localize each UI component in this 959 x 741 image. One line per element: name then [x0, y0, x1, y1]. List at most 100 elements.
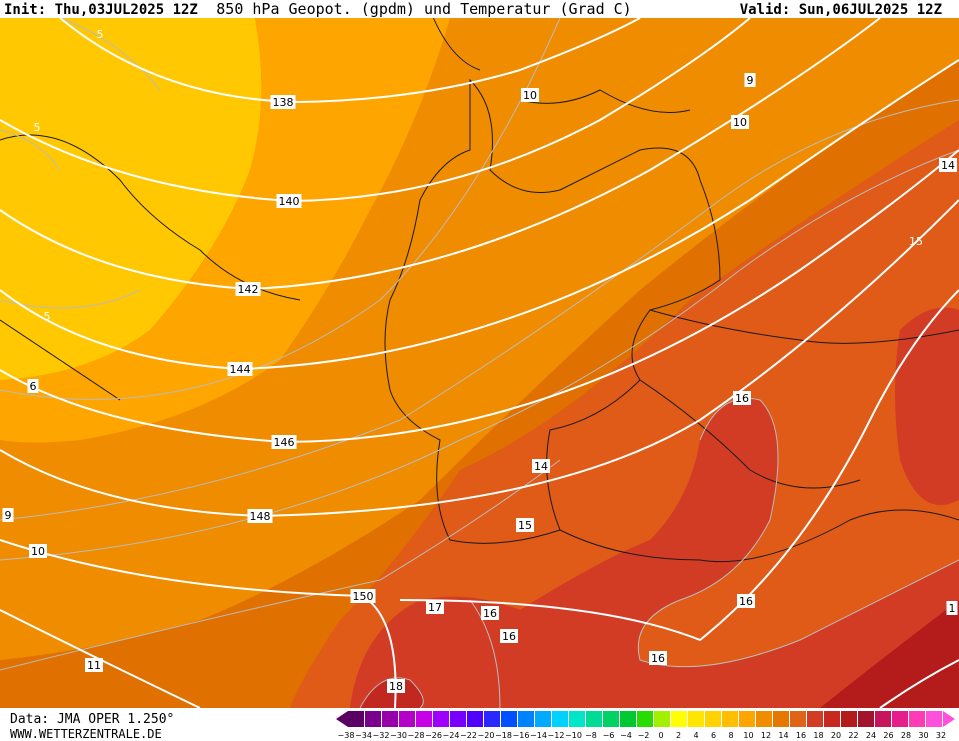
label-box [939, 158, 957, 172]
label-box [350, 589, 376, 603]
legend-swatch [773, 711, 789, 727]
legend-label: 2 [676, 731, 681, 740]
legend-label: 8 [728, 731, 733, 740]
legend-swatch [399, 711, 415, 727]
legend-label: −12 [548, 731, 565, 740]
legend-swatch [790, 711, 806, 727]
site-url: WWW.WETTERZENTRALE.DE [10, 727, 162, 741]
contour-label: 10 [523, 89, 537, 102]
label-box [532, 459, 550, 473]
contour-label: 16 [735, 392, 749, 405]
label-box [481, 606, 499, 620]
label-box [235, 282, 261, 296]
contour-label: 16 [651, 652, 665, 665]
legend-swatch [348, 711, 364, 727]
contour-label: 5 [44, 310, 51, 323]
label-box [27, 379, 39, 393]
legend-swatch [552, 711, 568, 727]
valid-time: Valid: Sun,06JUL2025 12Z [740, 2, 942, 18]
label-box [733, 391, 751, 405]
legend-swatch [433, 711, 449, 727]
legend-label: −28 [408, 731, 425, 740]
legend-swatch [926, 711, 942, 727]
contour-labels: 138 140 142 144 146 148 150 5 5 5 6 9 10 10 9 10 11 14 15 1… [2, 28, 958, 693]
legend-swatch [858, 711, 874, 727]
contour-label: 150 [353, 590, 374, 603]
legend-swatch [722, 711, 738, 727]
legend-label: −24 [443, 731, 460, 740]
legend-label: 30 [918, 731, 928, 740]
legend-label: 24 [866, 731, 876, 740]
legend-swatch [892, 711, 908, 727]
legend-label: −18 [495, 731, 512, 740]
contour-label: 10 [31, 545, 45, 558]
legend-label: 20 [831, 731, 841, 740]
color-legend: −38 −34 −32 −30 −28 −26 −24 −22 −20 −18 −16 −14 −12−… [336, 711, 955, 740]
legend-swatch [569, 711, 585, 727]
legend-swatch [671, 711, 687, 727]
legend-label: −22 [460, 731, 477, 740]
label-box [271, 435, 297, 449]
legend-swatch [450, 711, 466, 727]
legend-label: −16 [513, 731, 530, 740]
legend-swatch [875, 711, 891, 727]
legend-label: 32 [936, 731, 946, 740]
legend-swatch [620, 711, 636, 727]
contour-label: 138 [273, 96, 294, 109]
legend-swatch [603, 711, 619, 727]
isotherms [0, 17, 959, 709]
legend-label: −4 [620, 731, 632, 740]
legend-label: −2 [638, 731, 650, 740]
legend-label: −10 [565, 731, 582, 740]
legend-swatch [824, 711, 840, 727]
label-box [521, 88, 539, 102]
map-title: 850 hPa Geopot. (gpdm) und Temperatur (G… [216, 0, 631, 18]
contour-label: 6 [30, 380, 37, 393]
legend-arrow-right [943, 711, 955, 727]
legend-swatch [382, 711, 398, 727]
contour-label: 16 [502, 630, 516, 643]
legend-swatch [705, 711, 721, 727]
legend-label: 10 [743, 731, 753, 740]
contour-label: 14 [941, 159, 955, 172]
label-box [247, 509, 273, 523]
temperature-fill [0, 18, 959, 708]
header-bar [0, 0, 959, 18]
contour-label: 10 [733, 116, 747, 129]
legend-swatch [637, 711, 653, 727]
legend-swatch [807, 711, 823, 727]
data-source: Data: JMA OPER 1.250° [10, 712, 174, 727]
legend-label: 26 [883, 731, 893, 740]
label-box [85, 658, 103, 672]
contour-label: 140 [279, 195, 300, 208]
contour-label: 17 [428, 601, 442, 614]
legend-label: 12 [761, 731, 771, 740]
label-box [737, 594, 755, 608]
geopotential-lines [0, 17, 959, 709]
contour-label: 11 [87, 659, 101, 672]
contour-label: 18 [389, 680, 403, 693]
legend-swatch [756, 711, 772, 727]
borders [0, 9, 959, 563]
label-box [270, 95, 296, 109]
legend-label: 28 [901, 731, 911, 740]
contour-label: 146 [274, 436, 295, 449]
contour-label: 148 [250, 510, 271, 523]
legend-swatch [688, 711, 704, 727]
label-box [29, 544, 47, 558]
legend-swatch [654, 711, 670, 727]
legend-label: −6 [603, 731, 615, 740]
legend-label: −20 [478, 731, 495, 740]
legend-swatch [416, 711, 432, 727]
legend-label: −38 [338, 731, 355, 740]
legend-label: 0 [658, 731, 663, 740]
contour-label: 16 [483, 607, 497, 620]
legend-label: −32 [373, 731, 390, 740]
label-box [946, 601, 958, 615]
contour-label: 14 [534, 460, 548, 473]
legend-arrow-left [336, 711, 348, 727]
contour-label: 5 [34, 121, 41, 134]
legend-label: −14 [530, 731, 547, 740]
contour-label: 142 [238, 283, 259, 296]
